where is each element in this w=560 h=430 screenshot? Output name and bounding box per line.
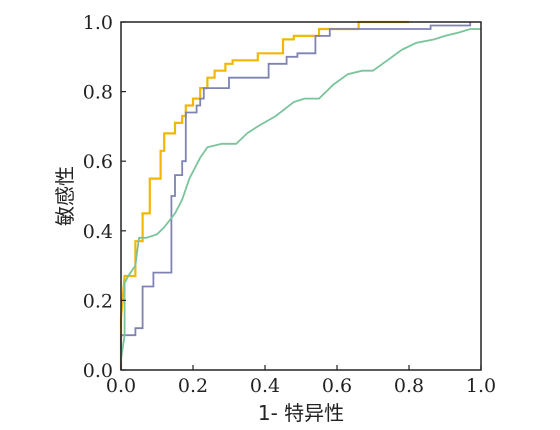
- x-tick-label: 0.6: [322, 375, 352, 397]
- y-tick-label: 1.0: [83, 12, 113, 34]
- series-line-3: [120, 28, 481, 360]
- y-tick-label: 0.6: [83, 151, 113, 173]
- y-tick-label: 0.8: [83, 82, 113, 104]
- x-axis-title: 1- 特异性: [258, 401, 344, 425]
- series-line-1: [119, 20, 409, 370]
- x-tick-label: 0.8: [394, 375, 424, 397]
- series-line-2: [120, 22, 472, 370]
- y-axis: 0.0 0.2 0.4 0.6 0.8 1.0: [83, 12, 126, 382]
- x-tick-label: 1.0: [466, 375, 496, 397]
- plot-frame: [120, 21, 482, 371]
- y-tick-label: 0.2: [83, 290, 113, 312]
- x-tick-label: 0.4: [250, 375, 280, 397]
- x-tick-label: 0.2: [178, 375, 208, 397]
- x-axis: 0.0 0.2 0.4 0.6 0.8 1.0: [106, 365, 496, 397]
- y-axis-title: 敏感性: [53, 166, 77, 226]
- y-tick-label: 0.4: [83, 221, 113, 243]
- x-tick-label: 0.0: [106, 375, 136, 397]
- series-layer: [119, 20, 481, 370]
- y-tick-label: 0.0: [83, 360, 113, 382]
